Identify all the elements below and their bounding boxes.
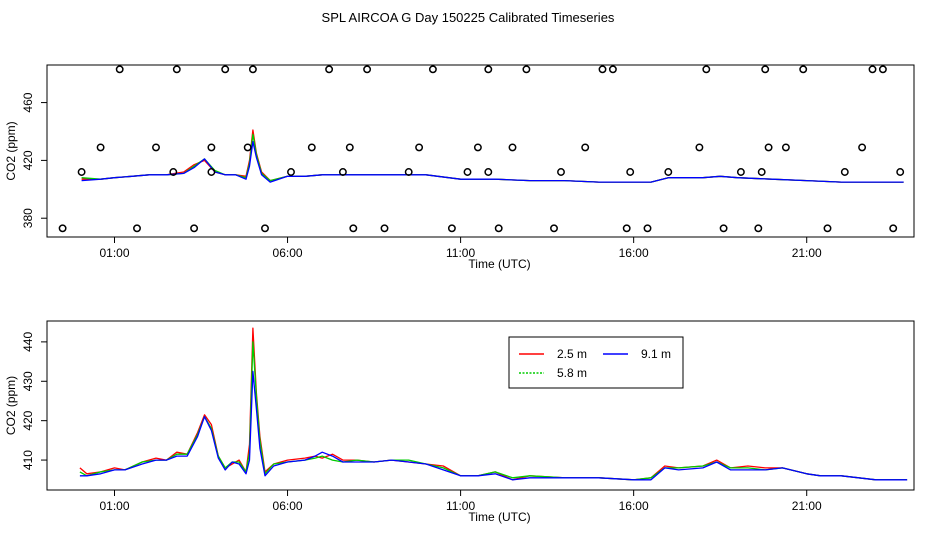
bottom-series-5-8-m-line: [79, 341, 908, 481]
top-point-marker: [363, 65, 372, 74]
top-point-marker: [858, 143, 867, 152]
top-point-marker: [484, 65, 493, 74]
top-x-tick-label: 01:00: [99, 246, 129, 260]
top-point-marker: [626, 168, 635, 176]
top-point-marker: [781, 143, 790, 152]
top-point-marker: [581, 143, 590, 152]
top-point-marker: [58, 224, 67, 233]
legend-label-5-8-m: 5.8 m: [557, 366, 587, 380]
bottom-x-axis-label: Time (UTC): [468, 510, 530, 524]
top-point-marker: [550, 224, 558, 233]
top-point-marker: [868, 65, 877, 74]
top-point-marker: [428, 65, 437, 74]
top-y-axis-label: CO2 (ppm): [4, 121, 18, 180]
top-point-marker: [133, 224, 141, 233]
top-x-tick-label: 06:00: [273, 246, 303, 260]
top-point-marker: [338, 168, 347, 176]
top-point-marker: [764, 143, 773, 152]
top-point-marker: [115, 65, 124, 74]
top-point-marker: [172, 65, 181, 74]
top-point-marker: [248, 65, 257, 74]
top-series-2-5-m-line: [81, 129, 904, 183]
legend: 2.5 m 5.8 m 9.1 m: [508, 336, 684, 389]
top-point-marker: [169, 168, 178, 176]
top-point-marker: [761, 65, 770, 74]
top-point-marker: [96, 143, 105, 152]
top-y-tick-label: 380: [21, 208, 35, 228]
bottom-y-tick-label: 430: [21, 371, 35, 391]
top-point-marker: [757, 168, 766, 176]
top-point-marker: [896, 168, 905, 176]
top-point-marker: [823, 224, 832, 233]
top-x-tick-label: 16:00: [619, 246, 649, 260]
top-panel: 01:00 06:00 11:00 16:00 21:00 380 420 460 Time (…: [4, 64, 915, 271]
bottom-x-tick-label: 06:00: [273, 499, 303, 513]
top-point-marker: [840, 168, 849, 176]
top-point-marker: [349, 224, 358, 233]
bottom-x-tick-label: 21:00: [792, 499, 822, 513]
top-x-tick-label: 21:00: [792, 246, 822, 260]
top-point-marker: [484, 168, 493, 176]
top-point-marker: [598, 65, 607, 74]
bottom-plot-frame: [46, 320, 915, 491]
top-point-marker: [152, 143, 160, 152]
top-point-marker: [380, 224, 389, 233]
top-point-marker: [695, 143, 704, 152]
top-point-marker: [463, 168, 472, 176]
top-point-marker: [77, 168, 86, 176]
top-y-tick-label: 460: [21, 92, 35, 112]
top-point-marker: [190, 224, 199, 233]
top-point-marker: [643, 224, 652, 233]
legend-label-9-1-m: 9.1 m: [641, 347, 671, 361]
top-point-marker: [415, 143, 424, 152]
bottom-y-tick-label: 420: [21, 410, 35, 430]
top-point-marker: [473, 143, 482, 152]
top-point-marker: [702, 65, 711, 74]
top-point-marker: [799, 65, 808, 74]
bottom-series-9-1-m-line: [79, 370, 908, 481]
top-point-marker: [287, 168, 295, 176]
bottom-y-axis-label: CO2 (ppm): [4, 376, 18, 435]
bottom-panel: 01:00 06:00 11:00 16:00 21:00 410 420 430 440 Tim…: [4, 320, 915, 524]
legend-label-2-5-m: 2.5 m: [557, 347, 587, 361]
top-point-marker: [878, 65, 887, 74]
bottom-x-tick-label: 11:00: [446, 499, 475, 513]
top-series-5-8-m-line: [81, 133, 904, 183]
top-x-tick-label: 11:00: [446, 246, 475, 260]
bottom-series-2-5-m-line: [79, 327, 908, 481]
top-point-marker: [447, 224, 456, 233]
top-series-9-1-m-line: [81, 140, 904, 183]
top-point-marker: [736, 168, 745, 176]
top-point-marker: [207, 143, 216, 152]
top-point-marker: [664, 168, 673, 176]
top-point-marker: [221, 65, 230, 74]
chart-title: SPL AIRCOA G Day 150225 Calibrated Times…: [322, 10, 615, 25]
top-point-marker: [261, 224, 269, 233]
bottom-x-tick-label: 01:00: [99, 499, 129, 513]
top-point-marker: [325, 65, 334, 74]
legend-box: [508, 336, 684, 389]
top-point-marker: [207, 168, 216, 176]
top-x-axis-label: Time (UTC): [468, 257, 530, 271]
top-point-marker: [345, 143, 354, 152]
top-point-marker: [522, 65, 531, 74]
bottom-x-tick-label: 16:00: [619, 499, 649, 513]
top-point-marker: [494, 224, 503, 233]
top-point-marker: [307, 143, 316, 152]
top-point-marker: [608, 65, 617, 74]
top-point-marker: [557, 168, 565, 176]
top-point-marker: [508, 143, 517, 152]
top-y-tick-label: 420: [21, 150, 35, 170]
top-point-marker: [404, 168, 413, 176]
top-plot-frame: [46, 64, 915, 238]
top-point-marker: [719, 224, 728, 233]
top-point-marker: [622, 224, 631, 233]
bottom-y-tick-label: 410: [21, 450, 35, 470]
top-point-marker: [889, 224, 898, 233]
top-point-marker: [754, 224, 763, 233]
bottom-y-tick-label: 440: [21, 332, 35, 352]
top-point-marker: [243, 143, 252, 152]
